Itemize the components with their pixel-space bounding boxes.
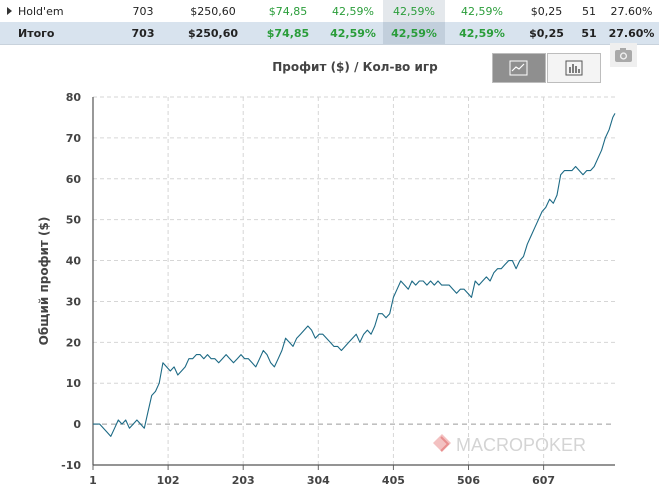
winnings-cell: $250,60 [187,26,239,40]
count-cell: 51 [581,26,597,40]
y-tick-label: 10 [66,377,82,390]
row-name: Итого [18,26,55,40]
rate-cell: 27.60% [610,4,653,18]
x-tick-label: 304 [307,474,330,487]
x-tick-label: 506 [457,474,480,487]
y-axis-label: Общий профит ($) [37,217,51,346]
y-tick-label: 60 [66,173,82,186]
watermark-chevron [440,436,450,452]
x-tick-label: 203 [232,474,255,487]
winnings-cell: $250,60 [190,4,236,18]
camera-icon [615,48,632,62]
watermark-text: MACROPOKER [456,435,586,455]
pct2-cell: 42,59% [383,22,445,44]
row-name-cell: Итого [0,22,113,44]
pct3-cell: 42,59% [459,26,505,40]
grid [93,96,615,465]
profit-cell: $74,85 [266,26,310,40]
x-tick-label: 607 [532,474,555,487]
y-tick-label: 40 [66,255,82,268]
y-tick-label: 50 [66,214,82,227]
row-name-cell[interactable]: Hold'em [0,0,113,22]
pct2-cell: 42,59% [383,0,445,22]
watermark-diamond [433,434,451,452]
bar-chart-icon [565,60,583,76]
rate-cell: 27.60% [608,26,655,40]
hands-cell: 703 [132,4,154,18]
table-row-holdem[interactable]: Hold'em 703 $250,60 $74,85 42,59% 42,59%… [0,0,659,22]
y-tick-label: 20 [66,336,82,349]
chart-title: Профит ($) / Кол-во игр [272,60,438,74]
watermark-logo: MACROPOKER [433,434,586,455]
stats-table: Hold'em 703 $250,60 $74,85 42,59% 42,59%… [0,0,659,44]
export-camera-button[interactable] [610,43,637,67]
axes: -10 0 10 20 30 40 50 60 70 80 1 102 203 304 405 506 607 [61,91,615,487]
pct1-cell: 42,59% [330,26,376,40]
table-row-total: Итого 703 $250,60 $74,85 42,59% 42,59% 4… [0,22,659,44]
y-tick-label: 70 [66,132,82,145]
x-tick-label: 405 [382,474,405,487]
profit-cell: $74,85 [268,4,308,18]
bb-cell: $0,25 [529,26,564,40]
y-tick-label: -10 [61,459,81,472]
table-separator [0,44,659,45]
y-tick-label: 30 [66,295,82,308]
x-tick-label: 1 [89,474,97,487]
x-tick-label: 102 [157,474,180,487]
series [93,113,616,437]
series-line [93,113,616,437]
line-chart-icon [509,60,528,76]
bar-chart-toggle-button[interactable] [547,53,601,83]
pct3-cell: 42,59% [461,4,503,18]
line-chart-toggle-button[interactable] [492,53,546,83]
pct1-cell: 42,59% [332,4,374,18]
y-tick-label: 80 [66,91,82,104]
bb-cell: $0,25 [530,4,563,18]
count-cell: 51 [582,4,596,18]
row-name: Hold'em [18,4,64,18]
hands-cell: 703 [131,26,155,40]
y-tick-label: 0 [73,418,81,431]
expand-triangle-icon[interactable] [7,7,12,15]
